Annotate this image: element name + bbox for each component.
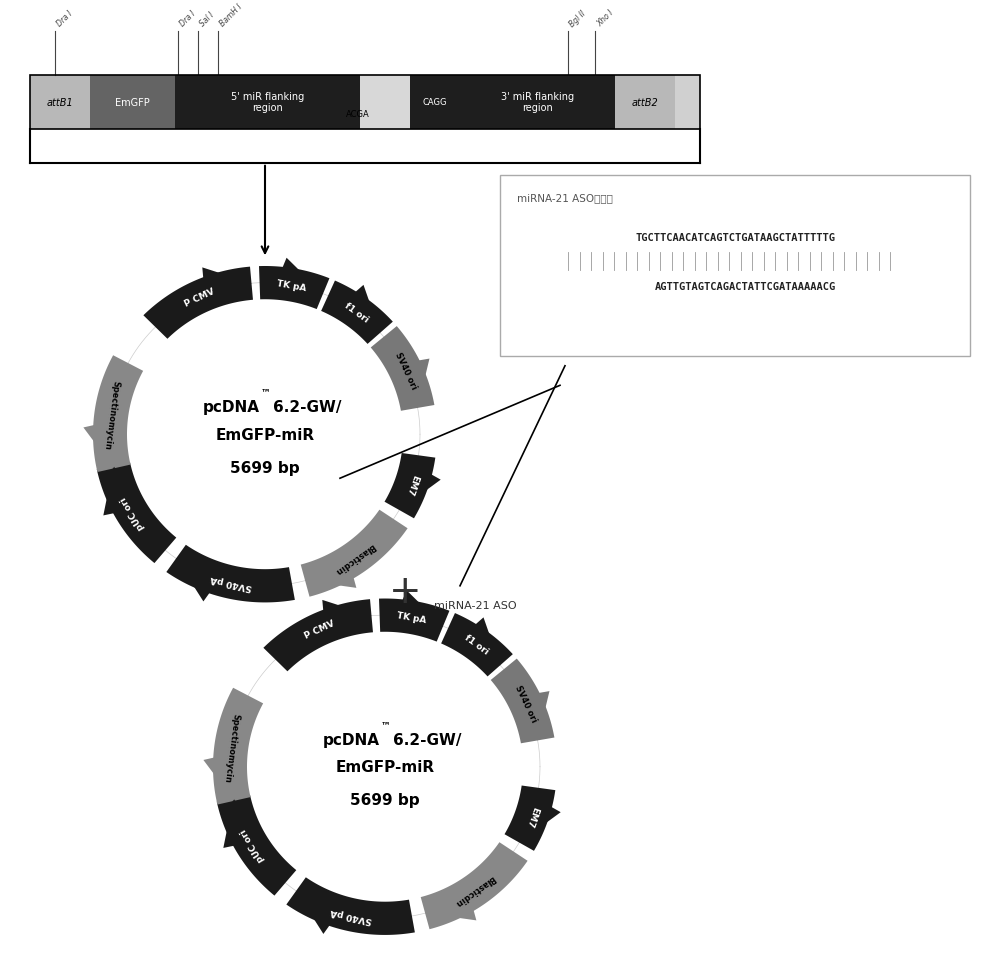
- Polygon shape: [223, 798, 263, 848]
- Polygon shape: [441, 614, 513, 677]
- Polygon shape: [421, 842, 528, 929]
- Polygon shape: [103, 466, 143, 516]
- Polygon shape: [259, 267, 329, 310]
- Text: TK pA: TK pA: [396, 611, 427, 625]
- Text: attB1: attB1: [47, 98, 73, 107]
- Polygon shape: [389, 360, 429, 408]
- Text: Dra I: Dra I: [55, 10, 74, 28]
- Polygon shape: [399, 460, 441, 510]
- Text: Spectinomycin: Spectinomycin: [102, 380, 120, 450]
- Text: Blasticdin: Blasticdin: [333, 540, 377, 575]
- Bar: [175, 75, 360, 129]
- Text: ™: ™: [261, 387, 271, 397]
- Polygon shape: [301, 510, 408, 597]
- Polygon shape: [333, 285, 380, 333]
- Text: 5699 bp: 5699 bp: [230, 460, 300, 476]
- Text: miRNA-21 ASO: miRNA-21 ASO: [434, 601, 516, 611]
- Polygon shape: [213, 688, 263, 805]
- Text: ACGA: ACGA: [346, 109, 370, 119]
- Polygon shape: [217, 795, 296, 896]
- Text: pUC ori: pUC ori: [119, 494, 146, 531]
- Polygon shape: [491, 658, 554, 743]
- Text: SV40 pA: SV40 pA: [330, 906, 373, 924]
- Text: EmGFP: EmGFP: [115, 98, 150, 107]
- Bar: [615, 75, 675, 129]
- Bar: [410, 75, 460, 129]
- Polygon shape: [385, 453, 435, 519]
- Text: EmGFP-miR: EmGFP-miR: [215, 427, 315, 443]
- Text: 5699 bp: 5699 bp: [350, 792, 420, 808]
- Polygon shape: [176, 559, 227, 602]
- Polygon shape: [391, 591, 443, 627]
- Polygon shape: [271, 259, 323, 295]
- Bar: [30, 75, 700, 129]
- Polygon shape: [296, 891, 347, 934]
- Text: Bgl II: Bgl II: [568, 9, 588, 28]
- Bar: [30, 75, 700, 129]
- Polygon shape: [425, 882, 476, 920]
- Bar: [30, 75, 90, 129]
- Text: BamH I: BamH I: [218, 3, 244, 28]
- Text: pUC ori: pUC ori: [239, 827, 266, 864]
- Polygon shape: [203, 751, 243, 801]
- Polygon shape: [97, 463, 176, 564]
- Text: SV40 ori: SV40 ori: [393, 351, 418, 391]
- Polygon shape: [509, 692, 549, 741]
- Polygon shape: [93, 356, 143, 473]
- Text: Spectinomycin: Spectinomycin: [222, 712, 240, 783]
- Text: AGTTGTAGTCAGACTATTCGATAAAAACG: AGTTGTAGTCAGACTATTCGATAAAAACG: [654, 281, 836, 291]
- Text: P CMV: P CMV: [183, 286, 216, 309]
- Polygon shape: [321, 281, 393, 345]
- Text: pcDNA: pcDNA: [203, 400, 260, 415]
- Text: 3' miR flanking
region: 3' miR flanking region: [501, 92, 574, 113]
- Polygon shape: [305, 550, 356, 588]
- Bar: [90, 75, 175, 129]
- Polygon shape: [202, 268, 251, 308]
- Text: Sal I: Sal I: [198, 11, 216, 28]
- Polygon shape: [453, 617, 500, 665]
- Bar: [460, 75, 615, 129]
- Polygon shape: [143, 268, 253, 339]
- Polygon shape: [263, 600, 373, 671]
- Bar: [360, 75, 410, 129]
- Text: Xho I: Xho I: [595, 9, 615, 28]
- Text: P CMV: P CMV: [303, 618, 336, 641]
- Text: SV40 ori: SV40 ori: [513, 683, 538, 723]
- Text: 6.2-GW/: 6.2-GW/: [393, 732, 462, 747]
- Text: TGCTTCAACATCAGTCTGATAAGCTATTTTTG: TGCTTCAACATCAGTCTGATAAGCTATTTTTG: [635, 233, 835, 242]
- Text: 6.2-GW/: 6.2-GW/: [273, 400, 342, 415]
- FancyBboxPatch shape: [500, 176, 970, 357]
- Text: EM7: EM7: [524, 805, 539, 828]
- Polygon shape: [379, 599, 449, 642]
- Polygon shape: [505, 786, 555, 851]
- Text: Dra I: Dra I: [178, 10, 197, 28]
- Text: ™: ™: [381, 719, 391, 729]
- Polygon shape: [371, 326, 434, 411]
- Text: +: +: [389, 573, 421, 610]
- Text: f1 ori: f1 ori: [462, 633, 490, 656]
- Text: miRNA-21 ASO序列：: miRNA-21 ASO序列：: [517, 193, 613, 203]
- Polygon shape: [166, 545, 295, 603]
- Text: SV40 pA: SV40 pA: [210, 573, 253, 592]
- Text: EmGFP-miR: EmGFP-miR: [335, 759, 435, 775]
- Polygon shape: [83, 419, 123, 469]
- Text: 5' miR flanking
region: 5' miR flanking region: [231, 92, 304, 113]
- Text: f1 ori: f1 ori: [342, 301, 370, 323]
- Polygon shape: [519, 792, 561, 842]
- Text: attB2: attB2: [632, 98, 658, 107]
- Text: TK pA: TK pA: [276, 278, 307, 293]
- Polygon shape: [322, 600, 371, 640]
- Text: Blasticdin: Blasticdin: [453, 872, 497, 908]
- Text: CAGG: CAGG: [423, 98, 447, 107]
- Text: EM7: EM7: [404, 473, 419, 495]
- Text: pcDNA: pcDNA: [323, 732, 380, 747]
- Polygon shape: [286, 877, 415, 935]
